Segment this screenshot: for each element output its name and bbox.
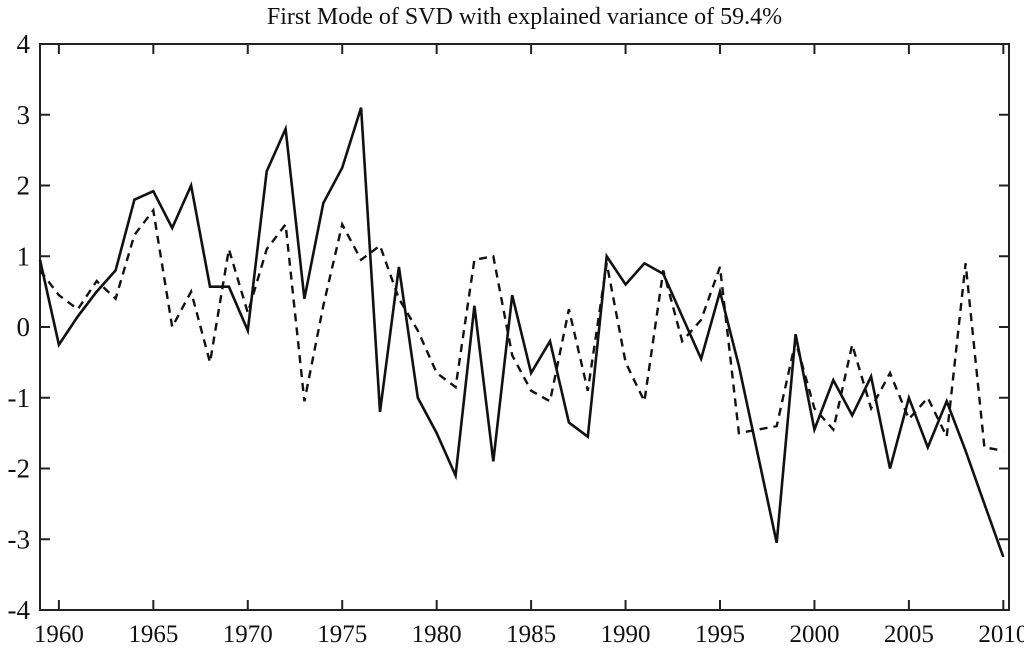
first-mode-time-series-dashed-line (39, 207, 1004, 452)
x-axis-ticks: 1960 1965 1970 1975 1980 1985 1990 1995 2000 2005… (34, 44, 1024, 648)
x-tick-label: 1980 (412, 621, 462, 648)
x-tick-label: 1990 (601, 621, 651, 648)
y-tick-label: 1 (17, 241, 31, 271)
y-axis-ticks: -4 -3 -2 -1 0 1 2 3 4 (8, 29, 1009, 625)
y-tick-label: 4 (17, 29, 31, 59)
y-tick-label: -2 (8, 454, 31, 484)
x-tick-label: 1965 (128, 621, 178, 648)
x-tick-label: 2000 (789, 621, 839, 648)
x-tick-label: 2005 (884, 621, 934, 648)
first-mode-time-series-solid-line (38, 107, 1005, 558)
x-tick-label: 1970 (223, 621, 273, 648)
x-tick-label: 1960 (34, 621, 84, 648)
y-tick-label: 2 (17, 171, 31, 201)
axes (39, 43, 1010, 611)
y-tick-label: -4 (8, 595, 31, 625)
x-tick-label: 2010 (978, 621, 1024, 648)
x-tick-label: 1995 (695, 621, 745, 648)
chart-title: First Mode of SVD with explained varianc… (266, 4, 783, 30)
x-tick-label: 1985 (506, 621, 556, 648)
x-tick-label: 1975 (317, 621, 367, 648)
y-tick-label: -3 (8, 524, 31, 554)
y-tick-label: 3 (17, 100, 31, 130)
y-tick-label: 0 (17, 312, 31, 342)
y-tick-label: -1 (8, 383, 31, 413)
